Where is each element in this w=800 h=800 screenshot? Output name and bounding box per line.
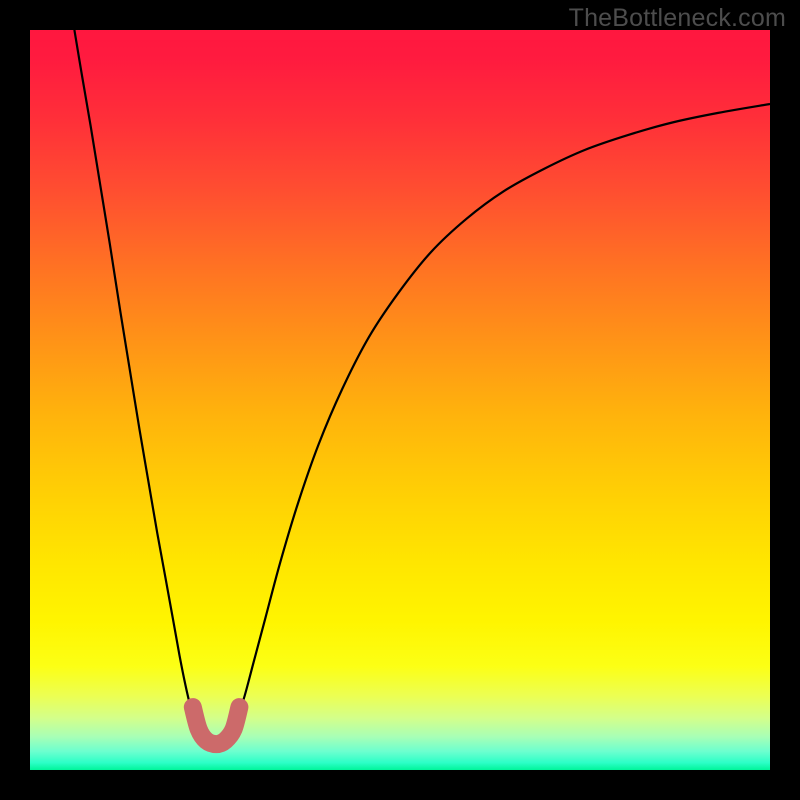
watermark-text: TheBottleneck.com bbox=[569, 4, 786, 33]
chart-stage: TheBottleneck.com bbox=[0, 0, 800, 800]
plot-gradient-background bbox=[30, 30, 770, 770]
chart-svg bbox=[0, 0, 800, 800]
